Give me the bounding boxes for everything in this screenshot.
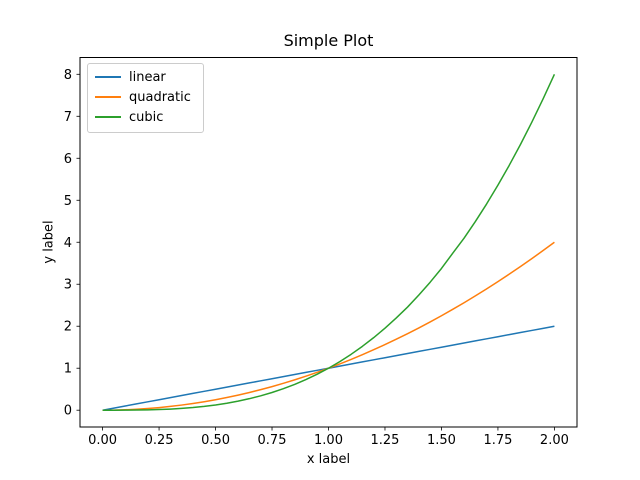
legend: linear quadratic cubic <box>87 63 204 133</box>
legend-item-quadratic: quadratic <box>95 87 197 107</box>
y-tick-label: 5 <box>64 194 72 209</box>
legend-item-linear: linear <box>95 67 197 87</box>
x-tick-label: 2.00 <box>540 433 569 448</box>
x-tick-label: 1.75 <box>483 433 512 448</box>
legend-item-cubic: cubic <box>95 107 197 127</box>
legend-line-swatch-cubic <box>95 116 121 118</box>
y-tick-label: 7 <box>64 110 72 125</box>
x-tick-label: 0.50 <box>201 433 230 448</box>
legend-label-linear: linear <box>129 69 166 85</box>
x-tick-label: 0.00 <box>88 433 117 448</box>
legend-line-swatch-linear <box>95 76 121 78</box>
y-tick-label: 4 <box>64 236 72 251</box>
x-tick-label: 1.50 <box>427 433 456 448</box>
x-axis-label: x label <box>306 452 351 467</box>
x-tick-label: 1.00 <box>314 433 343 448</box>
series-line-cubic <box>102 73 556 411</box>
y-tick-label: 2 <box>64 320 72 335</box>
legend-label-quadratic: quadratic <box>129 89 191 105</box>
y-axis-label: y label <box>41 220 57 264</box>
legend-label-cubic: cubic <box>129 109 164 125</box>
y-tick-label: 0 <box>64 404 72 419</box>
y-tick-label: 8 <box>64 68 72 83</box>
chart-title: Simple Plot <box>283 31 374 50</box>
legend-line-swatch-quadratic <box>95 96 121 98</box>
x-tick-label: 0.25 <box>145 433 174 448</box>
x-tick-label: 1.25 <box>371 433 400 448</box>
y-tick-label: 6 <box>64 152 72 167</box>
series-line-quadratic <box>102 241 555 411</box>
y-tick-label: 1 <box>64 362 72 377</box>
y-tick-label: 3 <box>64 278 72 293</box>
x-tick-label: 0.75 <box>258 433 287 448</box>
